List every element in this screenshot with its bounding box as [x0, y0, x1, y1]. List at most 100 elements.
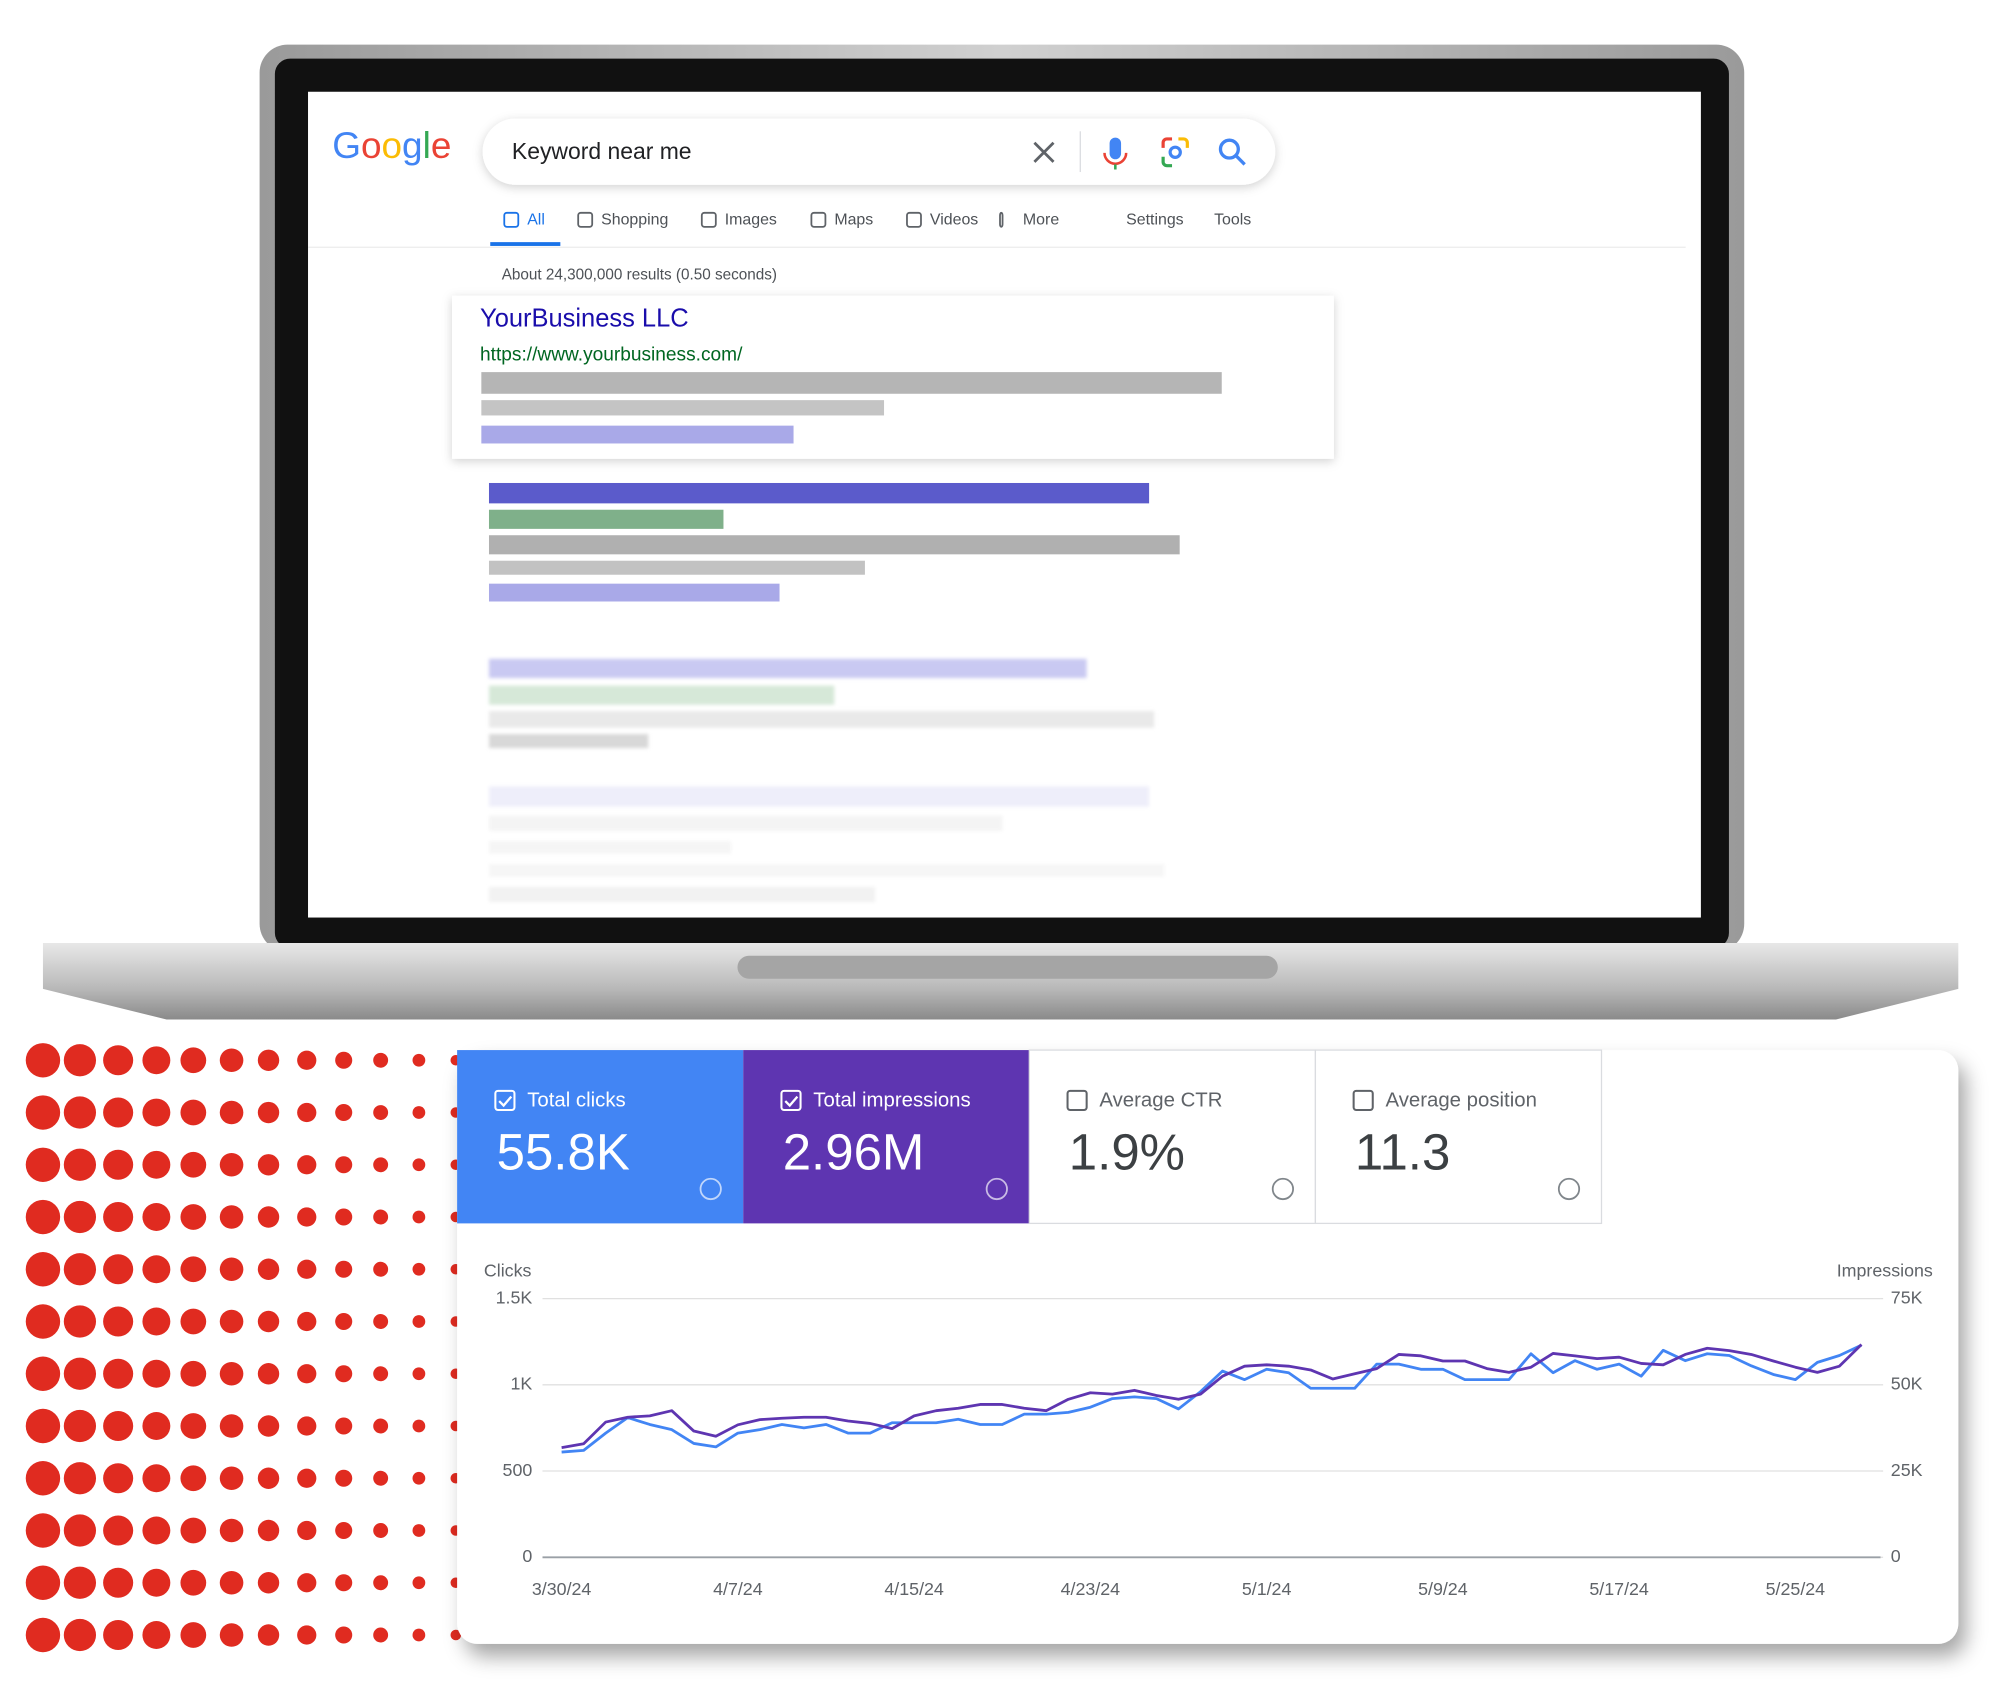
checkbox[interactable] — [780, 1089, 802, 1111]
tab[interactable]: Videos — [930, 212, 978, 229]
tab[interactable]: More — [1023, 212, 1059, 229]
dot — [25, 1565, 61, 1600]
tool-link[interactable]: Settings — [1126, 212, 1184, 229]
dot — [103, 1149, 134, 1180]
tab[interactable]: Shopping — [601, 212, 668, 229]
tab-icon — [503, 211, 520, 228]
metric-value: 11.3 — [1355, 1123, 1450, 1180]
dot — [297, 1259, 317, 1279]
x-tick-label: 4/23/24 — [1061, 1579, 1121, 1599]
help-icon — [699, 1177, 722, 1201]
tab-icon — [999, 211, 1004, 228]
dot — [103, 1045, 134, 1076]
checkbox[interactable] — [494, 1089, 516, 1111]
dot — [103, 1410, 134, 1442]
tab-underline — [490, 242, 561, 246]
tab[interactable]: Images — [725, 212, 777, 229]
y-axis-title: Clicks — [484, 1261, 532, 1281]
dot — [412, 1053, 426, 1067]
logo: Google — [332, 125, 451, 166]
dot — [63, 1148, 97, 1181]
dot — [412, 1524, 426, 1537]
dot — [219, 1100, 244, 1125]
checkbox[interactable] — [1352, 1089, 1374, 1111]
dot — [257, 1624, 280, 1646]
checkmark — [498, 1095, 513, 1108]
metric-card[interactable] — [1028, 1049, 1317, 1225]
dot — [219, 1414, 244, 1438]
dot — [412, 1367, 426, 1381]
dot — [257, 1258, 280, 1280]
result-title[interactable]: YourBusiness LLC — [480, 305, 689, 333]
checkbox[interactable] — [1066, 1089, 1088, 1111]
metric-card[interactable] — [457, 1050, 744, 1224]
dot — [297, 1573, 317, 1593]
dot — [297, 1416, 317, 1436]
y-tick-label: 0 — [522, 1546, 532, 1566]
lens-icon[interactable] — [1161, 137, 1189, 168]
dot — [373, 1052, 389, 1068]
dot — [297, 1155, 317, 1175]
dot — [25, 1043, 61, 1078]
dot — [297, 1102, 317, 1123]
clear-icon[interactable] — [1033, 141, 1055, 163]
dot — [103, 1097, 134, 1128]
dot — [257, 1519, 280, 1542]
dot — [25, 1356, 61, 1391]
laptop-base — [42, 943, 1959, 1020]
dot — [219, 1361, 244, 1386]
dot — [412, 1471, 426, 1485]
dot — [373, 1627, 389, 1643]
dot — [297, 1207, 317, 1227]
dot — [103, 1619, 134, 1651]
dot — [373, 1470, 389, 1486]
mic-icon[interactable] — [1103, 137, 1128, 170]
dot — [180, 1360, 207, 1387]
dot — [63, 1096, 97, 1129]
series-line — [561, 1343, 1863, 1449]
y2-tick-label: 25K — [1891, 1460, 1923, 1480]
dot — [412, 1158, 426, 1172]
dot — [142, 1150, 171, 1179]
dot — [373, 1261, 389, 1277]
dot — [180, 1256, 207, 1283]
dot — [63, 1253, 97, 1286]
dot — [142, 1046, 171, 1075]
metric-label: Average position — [1385, 1089, 1536, 1111]
dot — [335, 1103, 353, 1122]
dot — [63, 1044, 97, 1077]
dot — [335, 1260, 353, 1278]
metric-card[interactable] — [743, 1050, 1030, 1224]
dot — [335, 1365, 353, 1383]
search-icon[interactable] — [1218, 138, 1246, 166]
dot — [297, 1520, 317, 1541]
dot — [373, 1523, 389, 1538]
dot — [103, 1463, 134, 1494]
y2-axis-title: Impressions — [1837, 1261, 1933, 1281]
dot — [25, 1095, 61, 1130]
search-box[interactable] — [482, 118, 1276, 185]
dot — [103, 1358, 134, 1389]
dot — [103, 1515, 134, 1546]
x-tick-label: 5/17/24 — [1589, 1579, 1649, 1599]
dot — [450, 1629, 462, 1641]
help-icon — [1271, 1177, 1294, 1201]
metric-value: 55.8K — [497, 1123, 630, 1180]
dot — [25, 1147, 61, 1182]
tab[interactable]: Maps — [834, 212, 873, 229]
tab-icon — [700, 211, 717, 228]
tool-link[interactable]: Tools — [1214, 212, 1251, 229]
dot — [103, 1201, 134, 1233]
dot — [373, 1209, 389, 1225]
dot — [412, 1576, 426, 1590]
dot — [63, 1514, 97, 1547]
dot — [180, 1308, 207, 1335]
tab[interactable]: All — [527, 212, 545, 229]
dot — [412, 1315, 426, 1328]
x-tick-label: 5/9/24 — [1418, 1579, 1468, 1599]
dot — [297, 1311, 317, 1332]
dot — [257, 1049, 280, 1071]
metric-card[interactable] — [1314, 1049, 1603, 1225]
dot — [219, 1048, 244, 1073]
